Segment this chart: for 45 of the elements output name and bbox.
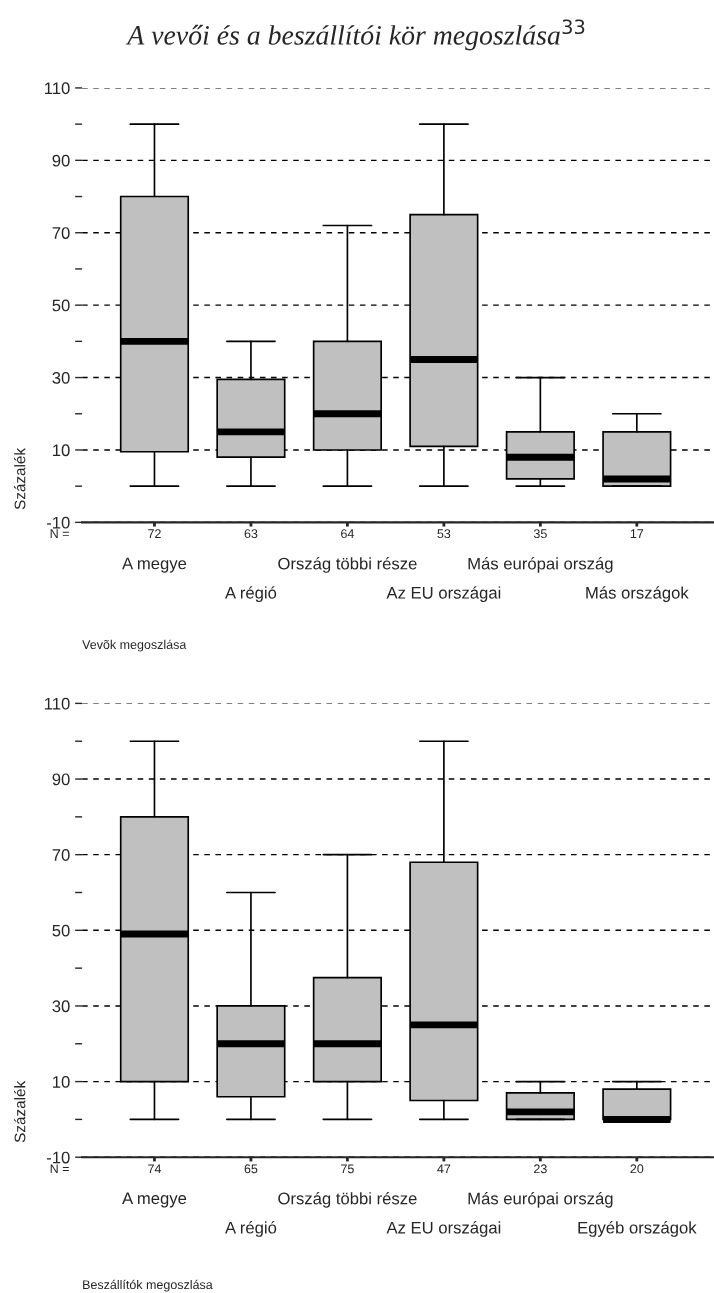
- y-tick-label: 30: [52, 371, 70, 384]
- y-axis-title: Százalék: [13, 1080, 26, 1143]
- y-tick-label: 90: [52, 773, 70, 786]
- x-tick-label: Egyéb országok: [578, 1221, 697, 1237]
- x-tick-label: Más országok: [586, 586, 689, 602]
- x-tick-label: Más európai ország: [468, 557, 613, 573]
- text: 53: [437, 529, 451, 539]
- text: 74: [148, 1164, 162, 1174]
- y-tick-label: 10: [53, 1076, 70, 1088]
- x-tick-label: Az EU országai: [386, 586, 501, 602]
- y-axis-title: Százalék: [13, 447, 26, 510]
- y-tick-label: 110: [45, 82, 70, 95]
- y-tick-label: 70: [52, 849, 70, 861]
- x-tick-label: A régió: [225, 586, 277, 602]
- text: 35: [533, 529, 547, 539]
- y-tick-label: -10: [46, 1151, 70, 1164]
- text: 64: [341, 529, 354, 539]
- y-tick-label: 70: [52, 227, 70, 239]
- x-tick-label: Más európai ország: [468, 1191, 613, 1208]
- text: Vevõk megoszlása: [82, 639, 187, 652]
- x-tick-label: A régió: [225, 1221, 277, 1237]
- text: N =: [50, 529, 69, 538]
- text: N =: [50, 1164, 69, 1174]
- x-tick-label: Az EU országai: [386, 1221, 501, 1237]
- text: 75: [341, 1164, 354, 1174]
- text: 23: [534, 1164, 547, 1174]
- x-tick-label: Ország többi része: [278, 1191, 417, 1208]
- text: 72: [148, 529, 161, 538]
- y-tick-label: 50: [52, 924, 70, 937]
- y-tick-label: 50: [52, 299, 70, 312]
- x-tick-label: A megye: [122, 557, 187, 573]
- y-tick-label: 110: [45, 697, 70, 710]
- x-tick-label: Ország többi része: [278, 557, 417, 573]
- text: 20: [630, 1164, 644, 1174]
- y-tick-label: 10: [53, 444, 70, 457]
- text: 47: [437, 1164, 451, 1174]
- y-tick-label: -10: [46, 516, 70, 529]
- text: 65: [244, 1164, 258, 1174]
- text: 17: [630, 529, 644, 538]
- chart-title: A vevői és a beszállítói kör megoszlása$^{33}$: [125, 19, 585, 51]
- text: Beszállítók megoszlása: [83, 1279, 213, 1292]
- x-tick-label: A megye: [122, 1192, 187, 1208]
- y-tick-label: 90: [52, 154, 70, 167]
- text: 63: [244, 529, 258, 539]
- y-tick-label: 30: [52, 1000, 70, 1013]
